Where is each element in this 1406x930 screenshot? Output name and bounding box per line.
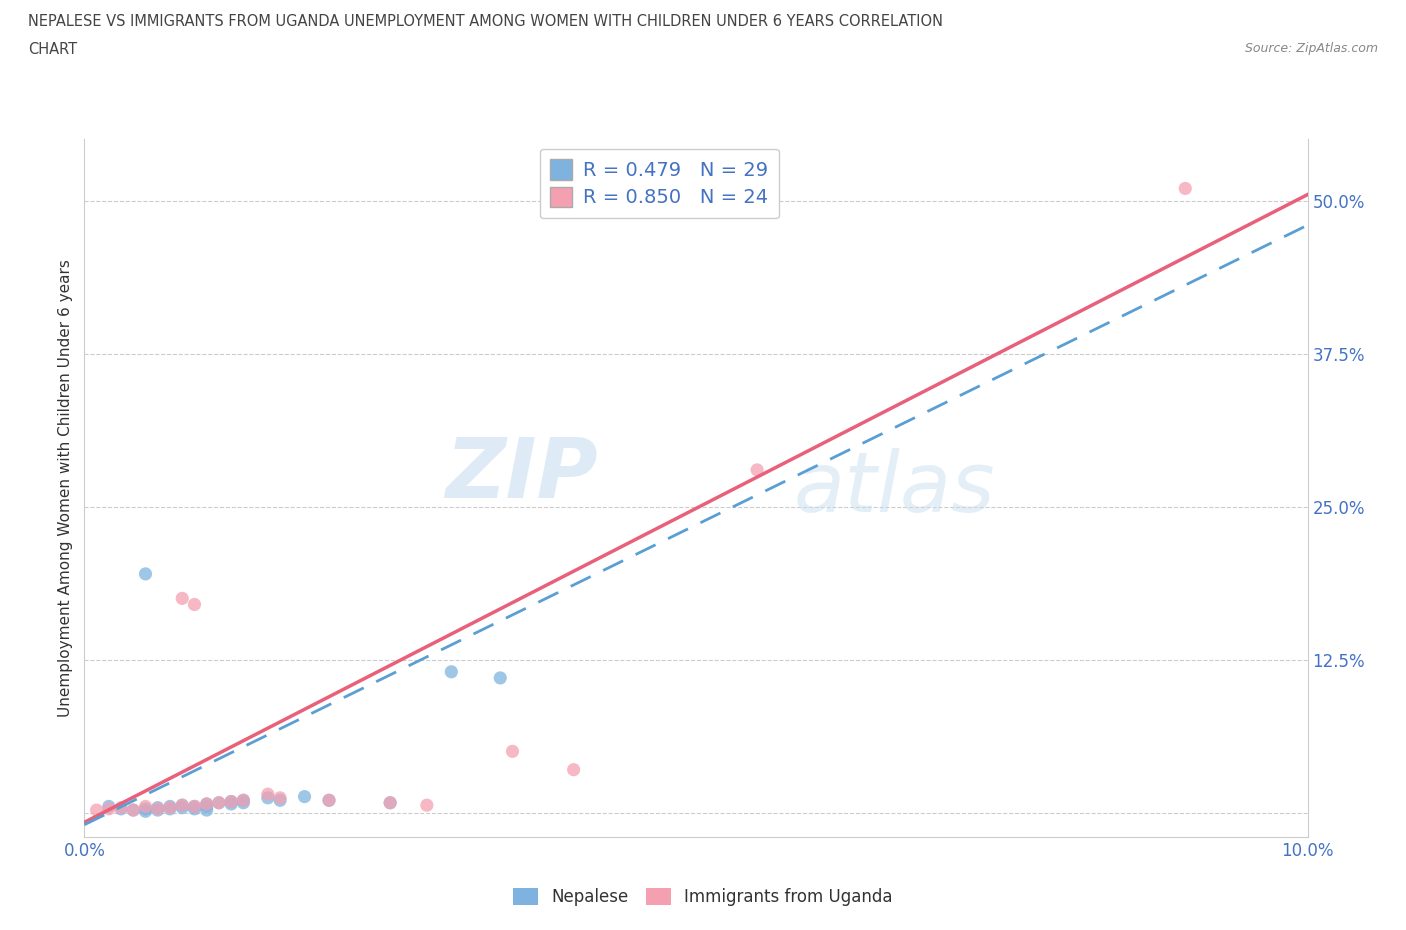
Point: [294, 790, 316, 804]
Point: [110, 800, 132, 815]
Point: [146, 802, 169, 817]
Point: [183, 799, 205, 814]
Legend: Nepalese, Immigrants from Uganda: Nepalese, Immigrants from Uganda: [506, 881, 900, 912]
Point: [502, 744, 524, 759]
Point: [257, 787, 280, 802]
Point: [416, 798, 439, 813]
Point: [208, 795, 231, 810]
Point: [135, 799, 157, 814]
Point: [208, 795, 231, 810]
Text: Source: ZipAtlas.com: Source: ZipAtlas.com: [1244, 42, 1378, 55]
Point: [122, 803, 145, 817]
Point: [122, 803, 145, 817]
Point: [232, 793, 254, 808]
Point: [135, 804, 157, 818]
Point: [269, 793, 291, 808]
Point: [183, 802, 205, 817]
Point: [195, 803, 218, 817]
Point: [135, 566, 157, 581]
Point: [183, 597, 205, 612]
Point: [159, 799, 181, 814]
Point: [747, 462, 769, 477]
Point: [97, 799, 120, 814]
Point: [146, 800, 169, 815]
Point: [172, 800, 194, 815]
Point: [380, 795, 402, 810]
Text: atlas: atlas: [794, 447, 995, 529]
Point: [269, 790, 291, 805]
Point: [146, 803, 169, 817]
Point: [219, 794, 242, 809]
Point: [195, 796, 218, 811]
Point: [257, 790, 280, 805]
Point: [232, 793, 254, 808]
Point: [86, 803, 108, 817]
Point: [110, 802, 132, 817]
Text: NEPALESE VS IMMIGRANTS FROM UGANDA UNEMPLOYMENT AMONG WOMEN WITH CHILDREN UNDER : NEPALESE VS IMMIGRANTS FROM UGANDA UNEMP…: [28, 14, 943, 29]
Point: [232, 795, 254, 810]
Point: [172, 798, 194, 813]
Point: [318, 793, 340, 808]
Point: [172, 798, 194, 813]
Point: [318, 793, 340, 808]
Point: [219, 794, 242, 809]
Point: [1174, 181, 1197, 196]
Text: CHART: CHART: [28, 42, 77, 57]
Y-axis label: Unemployment Among Women with Children Under 6 years: Unemployment Among Women with Children U…: [58, 259, 73, 717]
Text: ZIP: ZIP: [446, 433, 598, 515]
Legend: R = 0.479   N = 29, R = 0.850   N = 24: R = 0.479 N = 29, R = 0.850 N = 24: [540, 149, 779, 219]
Point: [219, 796, 242, 811]
Point: [135, 802, 157, 817]
Point: [489, 671, 512, 685]
Point: [195, 796, 218, 811]
Point: [183, 799, 205, 814]
Point: [195, 799, 218, 814]
Point: [97, 802, 120, 817]
Point: [440, 664, 463, 679]
Point: [159, 800, 181, 815]
Point: [380, 795, 402, 810]
Point: [159, 802, 181, 817]
Point: [562, 763, 585, 777]
Point: [172, 591, 194, 605]
